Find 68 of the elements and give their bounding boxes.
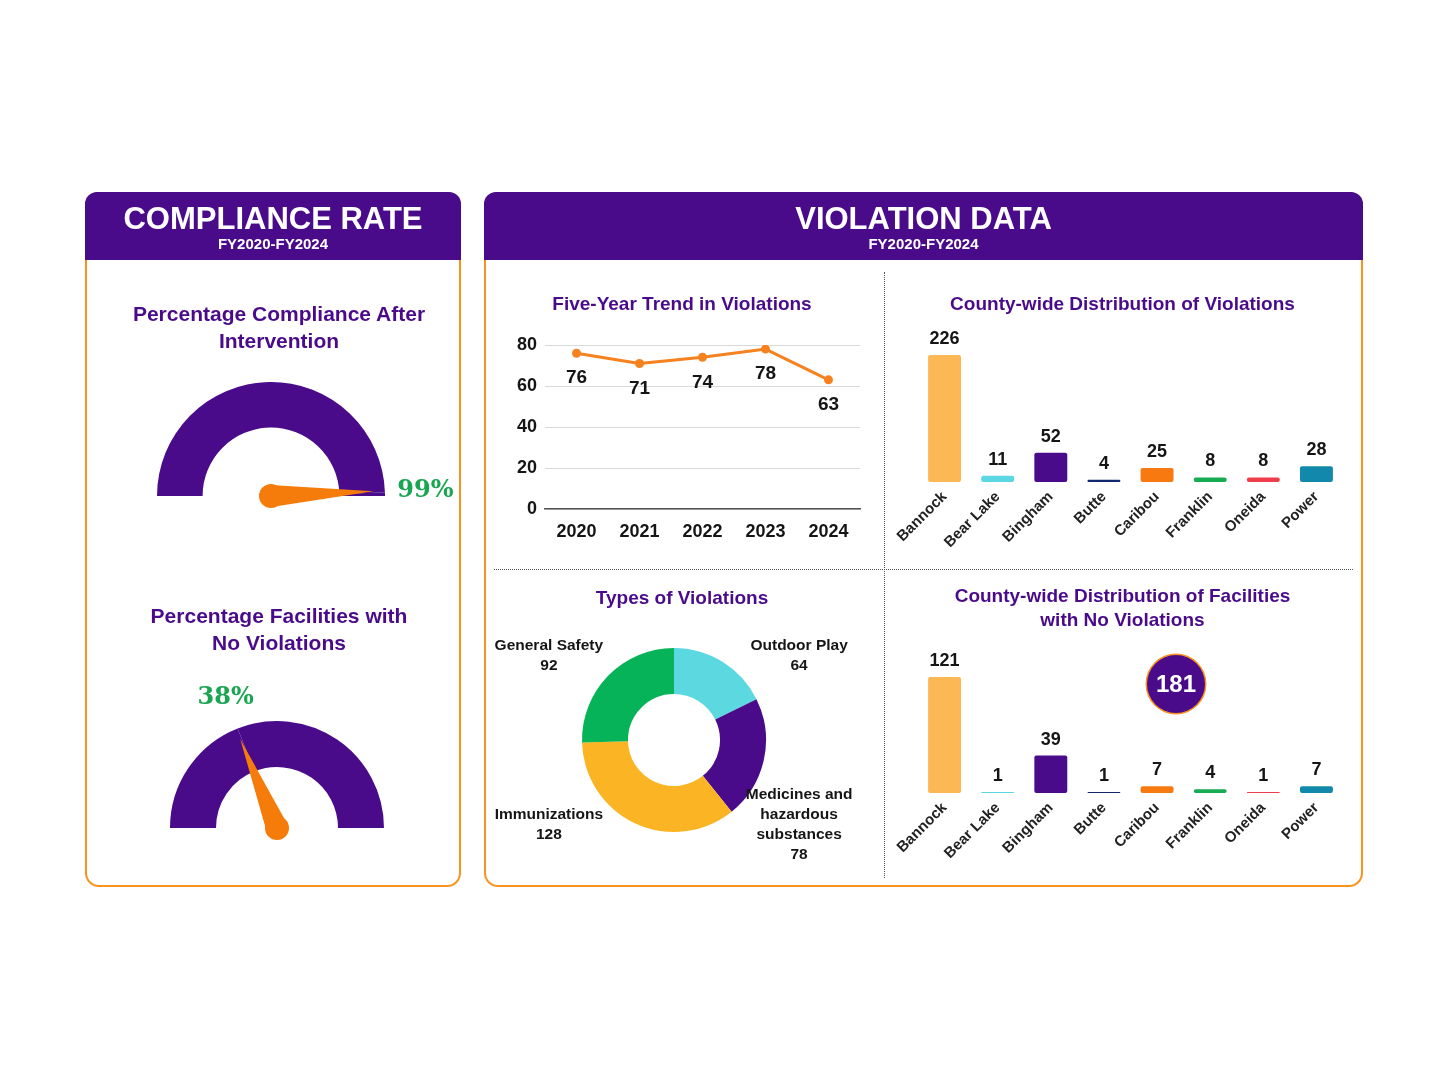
point: [635, 358, 644, 368]
bar: [1034, 452, 1068, 482]
data-label: 7: [1311, 759, 1322, 780]
bar: [928, 355, 962, 482]
chart-title: Percentage Facilities with No Violations: [149, 603, 409, 656]
data-label: 71: [628, 376, 651, 398]
point: [572, 348, 581, 358]
data-label: 8: [1205, 450, 1216, 471]
data-label: 226: [929, 327, 960, 348]
slice-label: 38%: [197, 681, 254, 711]
point: [761, 345, 770, 354]
bar: [1140, 786, 1174, 793]
data-label: 76: [565, 366, 588, 388]
data-label: 78: [790, 844, 809, 862]
y-tick-label: 80: [516, 333, 537, 354]
y-tick-label: 20: [516, 456, 537, 477]
data-label: 39: [1040, 728, 1061, 749]
bar: [1034, 755, 1068, 793]
bar: [1246, 477, 1280, 482]
bar: [1140, 467, 1174, 482]
bar: [1299, 466, 1333, 482]
data-label: 63: [817, 393, 840, 415]
data-label: 121: [929, 649, 960, 670]
chart-title: County-wide Distribution of Violations: [949, 292, 1296, 316]
data-label: 8: [1258, 450, 1269, 471]
data-label: 1: [1098, 765, 1109, 786]
y-tick-label: 40: [516, 415, 537, 436]
data-label: 1: [992, 765, 1003, 786]
data-label: 78: [754, 362, 777, 384]
text: VIOLATION DATA: [794, 201, 1053, 237]
data-label: 74: [691, 370, 714, 392]
data-label: 64: [790, 655, 809, 673]
text: FY2020-FY2024: [216, 235, 330, 253]
bar: [1299, 786, 1333, 793]
text: COMPLIANCE RATE: [122, 201, 424, 237]
slice-label: Immunizations: [494, 804, 604, 822]
data-label: 92: [540, 655, 558, 673]
slice-label: Medicines and hazardous substances: [745, 784, 853, 842]
x-tick-label: 2021: [619, 520, 660, 541]
annotation: 181: [1154, 670, 1197, 698]
y-tick-label: 0: [526, 497, 537, 518]
slice-label: 99%: [397, 474, 454, 504]
data-label: 1: [1258, 765, 1269, 786]
point: [824, 375, 833, 385]
data-label: 4: [1205, 762, 1216, 783]
x-tick-label: 2023: [745, 520, 786, 541]
y-tick-label: 60: [516, 374, 537, 395]
point: [698, 352, 707, 362]
text: FY2020-FY2024: [867, 235, 980, 253]
data-label: 128: [535, 824, 563, 842]
chart-title: County-wide Distribution of Facilities with No Violations: [953, 584, 1292, 632]
data-label: 25: [1147, 440, 1168, 461]
x-tick-label: 2022: [682, 520, 723, 541]
slice-label: Outdoor Play: [750, 635, 849, 653]
data-label: 4: [1098, 452, 1109, 473]
bar: [1193, 789, 1227, 793]
data-label: 11: [988, 448, 1008, 469]
chart-title: Types of Violations: [594, 586, 770, 610]
data-label: 7: [1152, 759, 1163, 780]
chart-title: Percentage Compliance After Intervention: [131, 301, 427, 354]
x-tick-label: 2024: [808, 520, 849, 541]
bar: [981, 475, 1015, 482]
bar: [928, 677, 962, 793]
slice-label: General Safety: [494, 635, 604, 653]
x-tick-label: 2020: [556, 520, 597, 541]
chart-title: Five-Year Trend in Violations: [551, 292, 813, 316]
data-label: 52: [1040, 425, 1061, 446]
data-label: 28: [1306, 439, 1327, 460]
